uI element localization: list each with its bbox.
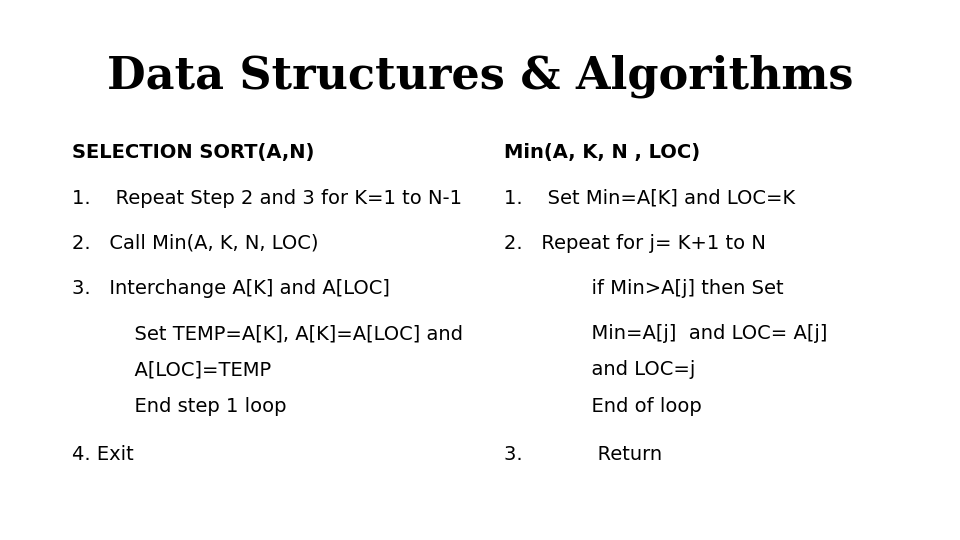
Text: 3.   Interchange A[K] and A[LOC]: 3. Interchange A[K] and A[LOC] <box>72 279 390 298</box>
Text: End of loop: End of loop <box>504 397 702 416</box>
Text: A[LOC]=TEMP: A[LOC]=TEMP <box>72 360 271 379</box>
Text: if Min>A[j] then Set: if Min>A[j] then Set <box>504 279 783 298</box>
Text: 2.   Call Min(A, K, N, LOC): 2. Call Min(A, K, N, LOC) <box>72 234 319 253</box>
Text: Min=A[j]  and LOC= A[j]: Min=A[j] and LOC= A[j] <box>504 324 828 343</box>
Text: 1.    Set Min=A[K] and LOC=K: 1. Set Min=A[K] and LOC=K <box>504 189 795 208</box>
Text: Set TEMP=A[K], A[K]=A[LOC] and: Set TEMP=A[K], A[K]=A[LOC] and <box>72 324 463 343</box>
Text: 1.    Repeat Step 2 and 3 for K=1 to N-1: 1. Repeat Step 2 and 3 for K=1 to N-1 <box>72 189 462 208</box>
Text: 4. Exit: 4. Exit <box>72 446 133 464</box>
Text: Min(A, K, N , LOC): Min(A, K, N , LOC) <box>504 143 700 162</box>
Text: End step 1 loop: End step 1 loop <box>72 397 286 416</box>
Text: 2.   Repeat for j= K+1 to N: 2. Repeat for j= K+1 to N <box>504 234 766 253</box>
Text: 3.            Return: 3. Return <box>504 446 662 464</box>
Text: Data Structures & Algorithms: Data Structures & Algorithms <box>107 54 853 98</box>
Text: SELECTION SORT(A,N): SELECTION SORT(A,N) <box>72 143 314 162</box>
Text: and LOC=j: and LOC=j <box>504 360 695 379</box>
